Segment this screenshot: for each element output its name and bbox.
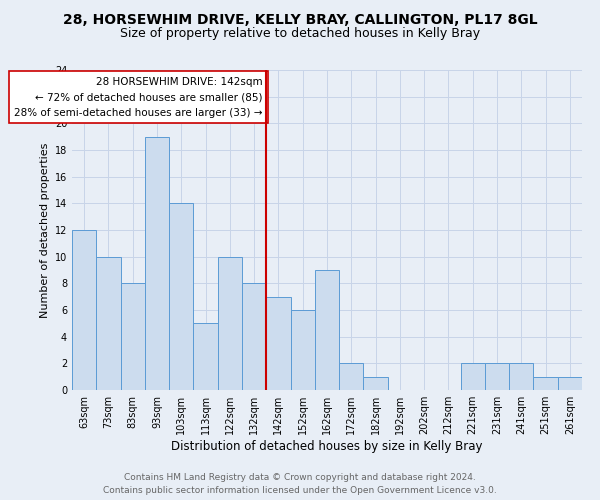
Bar bbox=[145, 136, 169, 390]
Bar bbox=[72, 230, 96, 390]
Bar bbox=[121, 284, 145, 390]
X-axis label: Distribution of detached houses by size in Kelly Bray: Distribution of detached houses by size … bbox=[171, 440, 483, 453]
Bar bbox=[169, 204, 193, 390]
Bar bbox=[242, 284, 266, 390]
Text: Size of property relative to detached houses in Kelly Bray: Size of property relative to detached ho… bbox=[120, 28, 480, 40]
Bar bbox=[315, 270, 339, 390]
Bar bbox=[558, 376, 582, 390]
Bar bbox=[461, 364, 485, 390]
Bar bbox=[193, 324, 218, 390]
Bar bbox=[266, 296, 290, 390]
Bar bbox=[485, 364, 509, 390]
Bar bbox=[533, 376, 558, 390]
Bar bbox=[339, 364, 364, 390]
Bar bbox=[509, 364, 533, 390]
Bar bbox=[218, 256, 242, 390]
Text: 28, HORSEWHIM DRIVE, KELLY BRAY, CALLINGTON, PL17 8GL: 28, HORSEWHIM DRIVE, KELLY BRAY, CALLING… bbox=[62, 12, 538, 26]
Bar bbox=[364, 376, 388, 390]
Bar bbox=[290, 310, 315, 390]
Y-axis label: Number of detached properties: Number of detached properties bbox=[40, 142, 50, 318]
Text: 28 HORSEWHIM DRIVE: 142sqm
← 72% of detached houses are smaller (85)
28% of semi: 28 HORSEWHIM DRIVE: 142sqm ← 72% of deta… bbox=[14, 76, 263, 118]
Text: Contains HM Land Registry data © Crown copyright and database right 2024.
Contai: Contains HM Land Registry data © Crown c… bbox=[103, 473, 497, 495]
Bar bbox=[96, 256, 121, 390]
